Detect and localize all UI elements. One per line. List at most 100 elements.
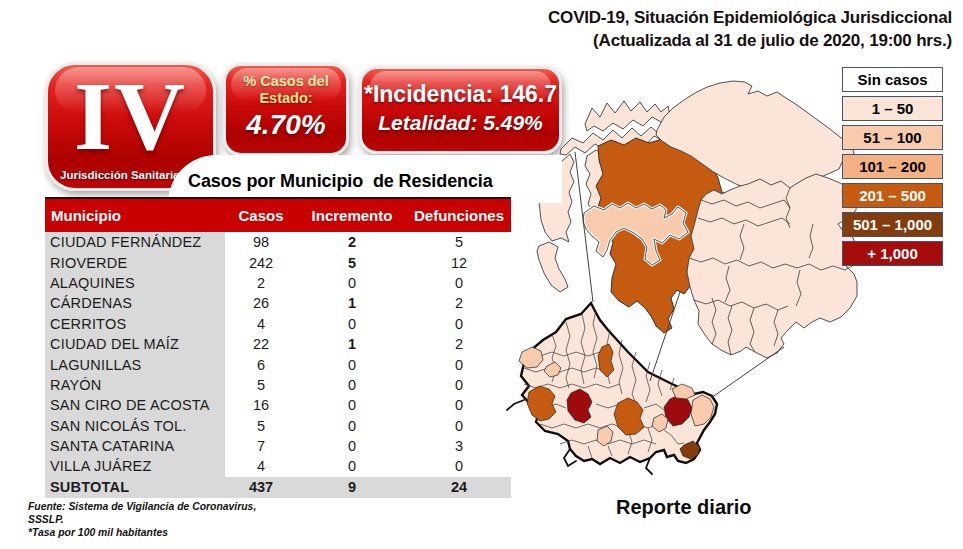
subtotal-cases: 437: [225, 479, 297, 495]
footnote-line3: *Tasa por 100 mil habitantes: [28, 526, 256, 539]
cases-value: 5: [225, 377, 297, 393]
increment-value: 0: [297, 275, 407, 291]
cases-value: 2: [225, 275, 297, 291]
table-row: CIUDAD FERNÁNDEZ9825: [45, 232, 511, 252]
subtotal-deaths: 24: [407, 479, 511, 495]
subtotal-increment: 9: [297, 479, 407, 495]
deaths-value: 0: [407, 357, 511, 373]
municipality-name: RAYÓN: [45, 377, 225, 393]
table-row: CERRITOS400: [45, 314, 511, 334]
deaths-value: 12: [407, 255, 511, 271]
cases-value: 22: [225, 336, 297, 352]
table-row: CIUDAD DEL MAÍZ2212: [45, 334, 511, 354]
state-cases-label: % Casos del Estado:: [226, 73, 346, 107]
legend-item: + 1,000: [842, 241, 943, 266]
municipality-name: ALAQUINES: [45, 275, 225, 291]
table-row: ALAQUINES200: [45, 273, 511, 293]
map-inset: [521, 303, 717, 464]
deaths-value: 2: [407, 336, 511, 352]
table-header: MunicipioCasosIncrementoDefunciones: [45, 197, 511, 232]
footnote-line2: SSSLP.: [28, 513, 256, 526]
deaths-value: 0: [407, 458, 511, 474]
cases-value: 6: [225, 357, 297, 373]
jurisdiction-number: IV: [48, 64, 213, 168]
increment-value: 1: [297, 295, 407, 311]
increment-value: 5: [297, 255, 407, 271]
increment-value: 0: [297, 438, 407, 454]
increment-value: 0: [297, 458, 407, 474]
table-row: RIOVERDE242512: [45, 252, 511, 272]
page-title: COVID-19, Situación Epidemiológica Juris…: [548, 6, 952, 52]
legend-item: 501 – 1,000: [842, 212, 943, 237]
map-municipality: [537, 242, 568, 292]
table-body: CIUDAD FERNÁNDEZ9825RIOVERDE242512ALAQUI…: [45, 232, 511, 498]
cases-value: 26: [225, 295, 297, 311]
table-row: SAN CIRO DE ACOSTA1600: [45, 395, 511, 415]
increment-value: 1: [297, 336, 407, 352]
table-row: SANTA CATARINA703: [45, 436, 511, 456]
increment-value: 2: [297, 234, 407, 250]
deaths-value: 5: [407, 234, 511, 250]
municipality-name: CIUDAD DEL MAÍZ: [45, 336, 225, 352]
table-row: LAGUNILLAS600: [45, 354, 511, 374]
cases-value: 242: [225, 255, 297, 271]
increment-value: 0: [297, 316, 407, 332]
subtotal-row: SUBTOTAL437924: [45, 477, 511, 498]
state-cases-badge: % Casos del Estado: 4.70%: [223, 63, 349, 156]
increment-value: 0: [297, 377, 407, 393]
deaths-value: 0: [407, 418, 511, 434]
subtotal-label: SUBTOTAL: [45, 479, 225, 495]
cases-value: 4: [225, 458, 297, 474]
municipality-name: CIUDAD FERNÁNDEZ: [45, 234, 225, 250]
page: COVID-19, Situación Epidemiológica Juris…: [0, 0, 963, 549]
municipality-name: SAN CIRO DE ACOSTA: [45, 397, 225, 413]
cases-table: MunicipioCasosIncrementoDefunciones CIUD…: [45, 197, 511, 498]
increment-value: 0: [297, 357, 407, 373]
table-title: Casos por Municipio de Residencia: [188, 171, 493, 192]
legend-item: 51 – 100: [842, 125, 943, 150]
title-line1: COVID-19, Situación Epidemiológica Juris…: [548, 6, 952, 29]
deaths-value: 0: [407, 397, 511, 413]
deaths-value: 0: [407, 316, 511, 332]
cases-value: 4: [225, 316, 297, 332]
municipality-name: LAGUNILLAS: [45, 357, 225, 373]
map-municipality: [585, 101, 670, 131]
municipality-name: SAN NICOLÁS TOL.: [45, 418, 225, 434]
column-header: Municipio: [45, 207, 225, 224]
deaths-value: 0: [407, 275, 511, 291]
cases-value: 16: [225, 397, 297, 413]
cases-value: 5: [225, 418, 297, 434]
municipality-name: SANTA CATARINA: [45, 438, 225, 454]
legend-item: 101 – 200: [842, 154, 943, 179]
legend-item: Sin casos: [842, 67, 943, 92]
jurisdiction-label: Jurisdicción Sanitaria: [60, 169, 180, 181]
column-header: Incremento: [297, 207, 407, 224]
column-header: Casos: [225, 207, 297, 224]
municipality-name: CÁRDENAS: [45, 295, 225, 311]
cases-value: 7: [225, 438, 297, 454]
deaths-value: 0: [407, 377, 511, 393]
state-cases-value: 4.70%: [226, 109, 346, 141]
legend-item: 201 – 500: [842, 183, 943, 208]
inset-connector-line: [711, 347, 784, 398]
table-row: CÁRDENAS2612: [45, 293, 511, 313]
column-header: Defunciones: [407, 207, 511, 224]
municipality-name: VILLA JUÁREZ: [45, 458, 225, 474]
table-row: VILLA JUÁREZ400: [45, 456, 511, 476]
map-legend: Sin casos 1 – 50 51 – 100 101 – 200 201 – 50…: [842, 67, 943, 270]
increment-value: 0: [297, 397, 407, 413]
title-line2: (Actualizada al 31 de julio de 2020, 19:…: [548, 29, 952, 52]
source-footnote: Fuente: Sistema de Vigilancia de Coronav…: [28, 500, 256, 539]
deaths-value: 3: [407, 438, 511, 454]
table-title-plate: Casos por Municipio de Residencia: [168, 155, 562, 203]
cases-value: 98: [225, 234, 297, 250]
deaths-value: 2: [407, 295, 511, 311]
municipality-name: CERRITOS: [45, 316, 225, 332]
table-row: RAYÓN500: [45, 375, 511, 395]
municipality-name: RIOVERDE: [45, 255, 225, 271]
map-municipality-cluster: [687, 174, 857, 358]
footnote-line1: Fuente: Sistema de Vigilancia de Coronav…: [28, 500, 256, 513]
table-row: SAN NICOLÁS TOL.500: [45, 416, 511, 436]
report-caption: Reporte diario: [616, 496, 752, 519]
legend-item: 1 – 50: [842, 96, 943, 121]
